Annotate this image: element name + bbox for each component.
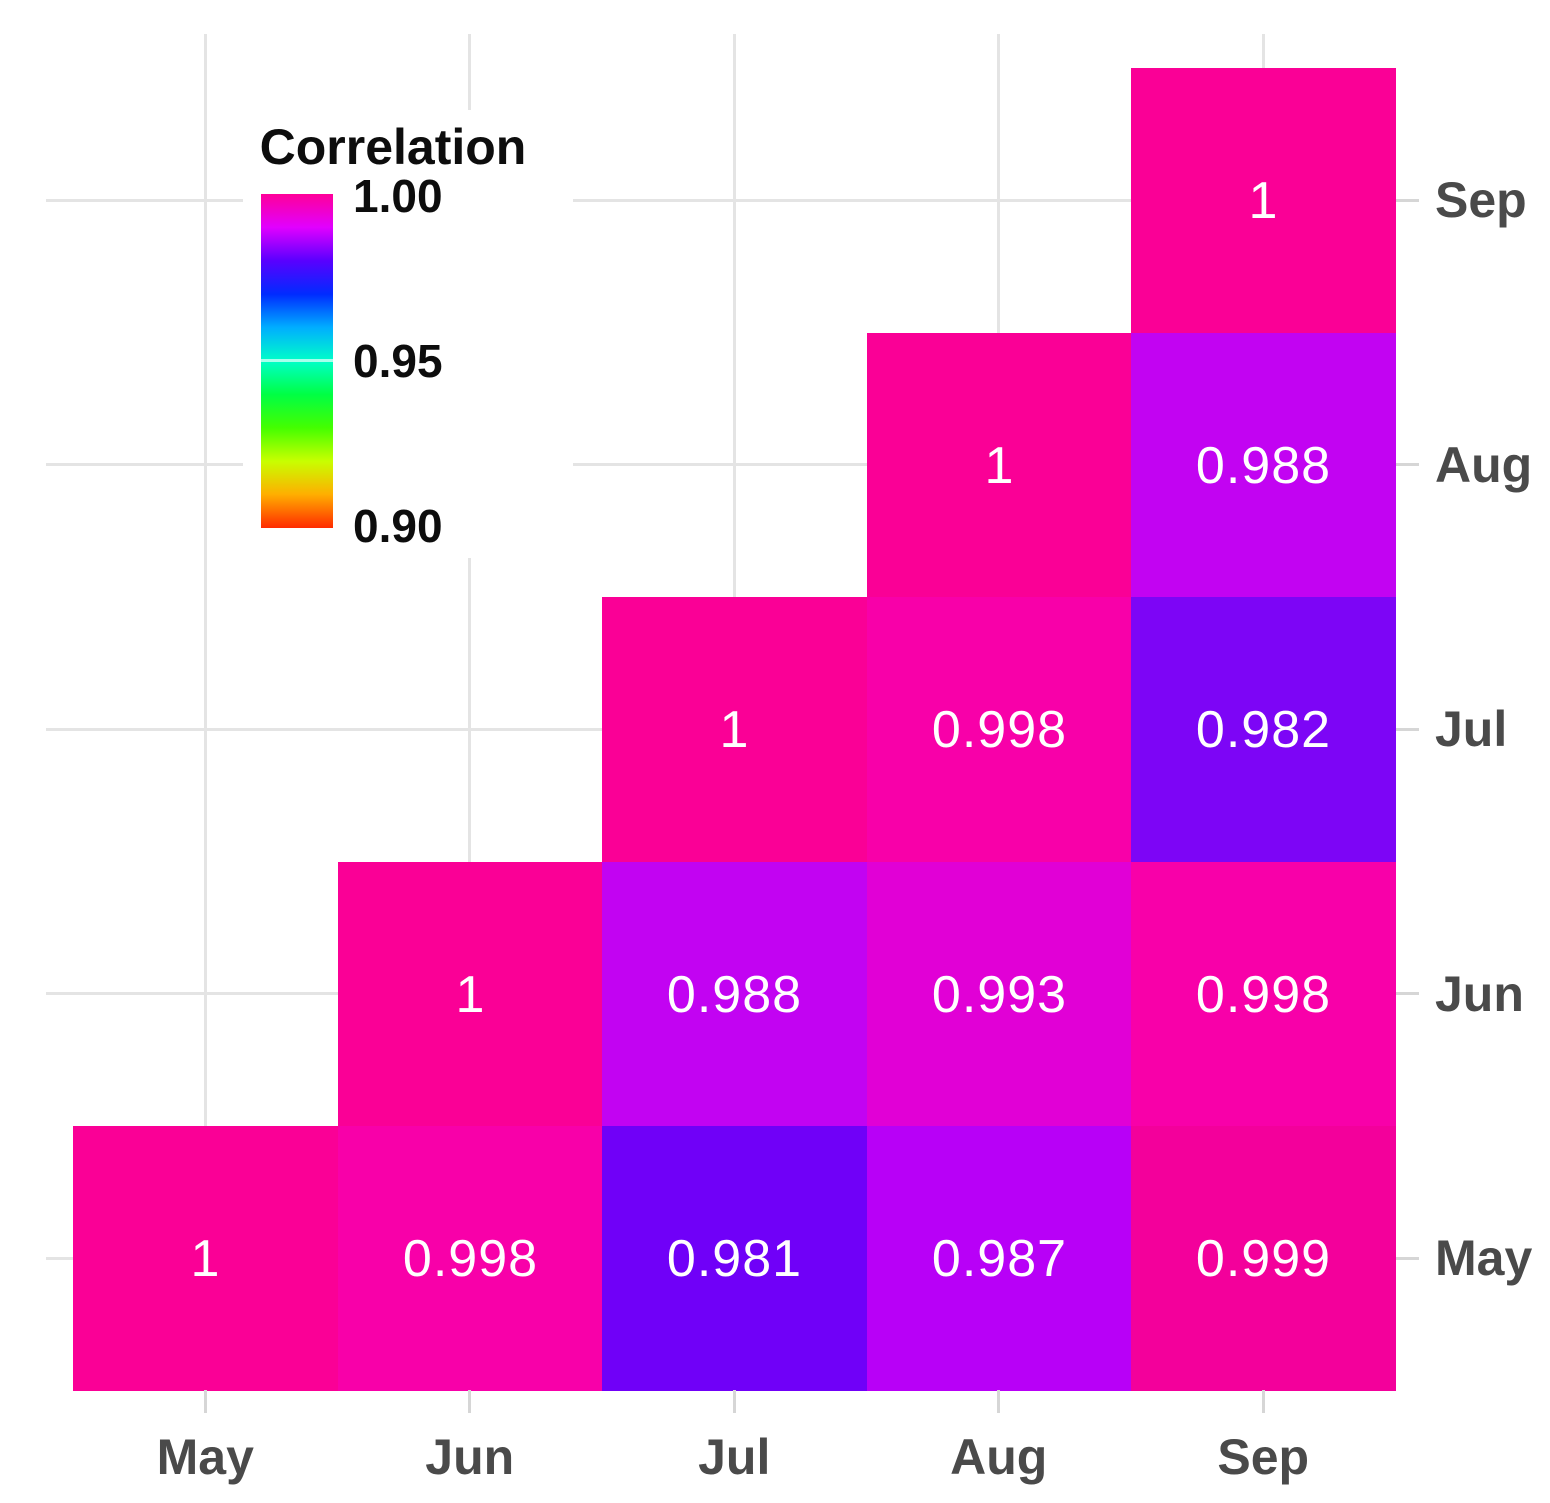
x-axis-tick-jul — [732, 1390, 736, 1413]
y-axis-tick-jul — [1396, 727, 1419, 731]
cell-value: 0.981 — [666, 1229, 803, 1288]
x-axis-label-sep: Sep — [1217, 1429, 1310, 1485]
heatmap-cell-may-sep: 0.999 — [1131, 1126, 1396, 1391]
heatmap-cell-sep-sep: 1 — [1131, 68, 1396, 333]
heatmap-cell-may-aug: 0.987 — [867, 1126, 1132, 1391]
heatmap-cell-jun-jun: 1 — [338, 862, 603, 1127]
legend-tick-label-min: 0.90 — [353, 500, 443, 552]
heatmap-cell-jul-sep: 0.982 — [1131, 597, 1396, 862]
gridline-vertical-jun — [468, 34, 472, 1390]
cell-value: 0.993 — [931, 965, 1068, 1024]
gridline-vertical-may — [203, 34, 207, 1390]
cell-value: 1 — [455, 965, 486, 1024]
x-axis-label-aug: Aug — [950, 1429, 1048, 1485]
x-axis-tick-aug — [997, 1390, 1001, 1413]
heatmap-cell-jul-aug: 0.998 — [867, 597, 1132, 862]
heatmap-cell-aug-sep: 0.988 — [1131, 333, 1396, 598]
cell-value: 0.988 — [1195, 436, 1332, 495]
heatmap-cell-may-jun: 0.998 — [338, 1126, 603, 1391]
x-axis-label-may: May — [156, 1429, 254, 1485]
cell-value: 1 — [719, 700, 750, 759]
heatmap-cell-jun-sep: 0.998 — [1131, 862, 1396, 1127]
legend-bar-tick — [261, 359, 333, 362]
x-axis-tick-may — [203, 1390, 207, 1413]
legend-tick-label-mid: 0.95 — [353, 335, 443, 387]
gridline-horizontal-sep — [46, 198, 1396, 202]
y-axis-label-aug: Aug — [1435, 436, 1533, 493]
y-axis-label-sep: Sep — [1435, 172, 1527, 229]
legend-tick-label-max: 1.00 — [353, 170, 443, 222]
x-axis-tick-sep — [1261, 1390, 1265, 1413]
cell-value: 0.998 — [931, 700, 1068, 759]
cell-value: 0.982 — [1195, 700, 1332, 759]
x-axis-label-jul: Jul — [698, 1429, 771, 1485]
heatmap-cell-aug-aug: 1 — [867, 333, 1132, 598]
legend-title: Correlation — [259, 119, 527, 175]
heatmap-cell-jul-jul: 1 — [602, 597, 867, 862]
y-axis-tick-aug — [1396, 463, 1419, 467]
heatmap-cell-may-may: 1 — [73, 1126, 338, 1391]
cell-value: 1 — [1248, 171, 1279, 230]
cell-value: 0.999 — [1195, 1229, 1332, 1288]
y-axis-label-may: May — [1435, 1230, 1533, 1287]
x-axis-tick-jun — [468, 1390, 472, 1413]
cell-value: 1 — [190, 1229, 221, 1288]
y-axis-tick-sep — [1396, 198, 1419, 202]
y-axis-tick-jun — [1396, 992, 1419, 996]
cell-value: 0.988 — [666, 965, 803, 1024]
x-axis-label-jun: Jun — [425, 1429, 515, 1485]
y-axis-label-jul: Jul — [1435, 701, 1508, 758]
gridline-horizontal-aug — [46, 463, 1396, 467]
heatmap-cell-may-jul: 0.981 — [602, 1126, 867, 1391]
cell-value: 0.987 — [931, 1229, 1068, 1288]
y-axis-label-jun: Jun — [1435, 965, 1524, 1022]
heatmap-cell-jun-aug: 0.993 — [867, 862, 1132, 1127]
y-axis-tick-may — [1396, 1256, 1419, 1260]
cell-value: 1 — [984, 436, 1015, 495]
cell-value: 0.998 — [1195, 965, 1332, 1024]
heatmap-cell-jun-jul: 0.988 — [602, 862, 867, 1127]
color-legend: Correlation 1.00 0.95 0.90 — [243, 110, 573, 558]
cell-value: 0.998 — [402, 1229, 539, 1288]
